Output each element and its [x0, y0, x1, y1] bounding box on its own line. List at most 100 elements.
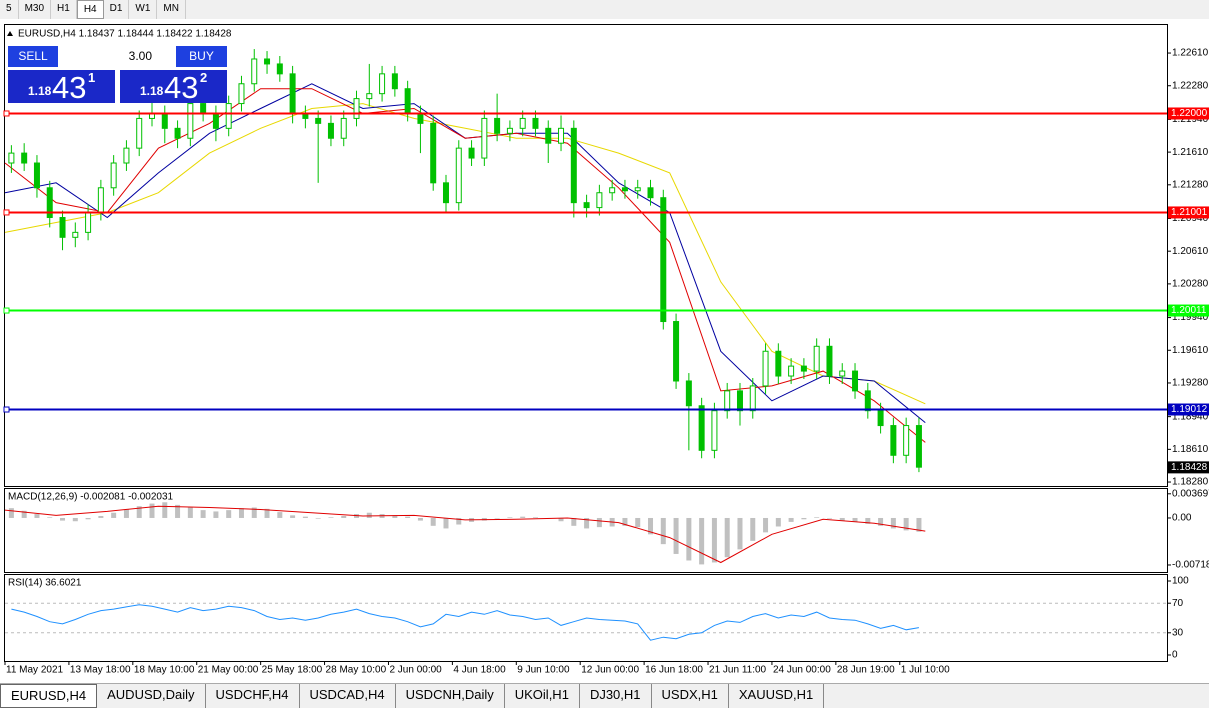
macd-bar: [801, 517, 807, 520]
macd-bar: [763, 517, 769, 533]
panel-title: EURUSD,H4 1.18437 1.18444 1.18422 1.1842…: [18, 29, 232, 40]
x-tick-label: 25 May 18:00: [262, 665, 323, 676]
buy-price[interactable]: 1.18 43 2: [120, 70, 227, 105]
price-pips: 43: [52, 70, 87, 105]
x-tick-label: 11 May 2021: [6, 665, 64, 676]
macd-bar: [277, 512, 283, 518]
candle-body: [97, 187, 104, 214]
chart-tab[interactable]: UKOil,H1: [505, 684, 580, 708]
y-tick-label: 1.19610: [1172, 345, 1209, 356]
level-marker: [3, 110, 10, 117]
rsi-panel: [4, 574, 1168, 662]
x-tick-label: 2 Jun 00:00: [389, 665, 442, 676]
timeframe-button[interactable]: M30: [19, 0, 52, 19]
y-tick-label: 1.18280: [1172, 477, 1209, 488]
candle-body: [21, 152, 28, 164]
background: [0, 19, 1209, 683]
candle-body: [366, 93, 373, 100]
y-tick-label: 0.003697: [1172, 488, 1209, 499]
macd-bar: [328, 517, 334, 518]
macd-bar: [302, 516, 308, 518]
candle-body: [736, 390, 743, 412]
macd-bar: [405, 516, 411, 518]
macd-bar: [865, 517, 871, 524]
chart-tab[interactable]: USDCHF,H4: [206, 684, 300, 708]
y-tick-label: 1.21280: [1172, 179, 1209, 190]
y-tick-label: 1.21610: [1172, 147, 1209, 158]
macd-bar: [456, 517, 462, 525]
trade-panel: SELL 3.00 BUY 1.18 43 1 1.18 43 2: [8, 46, 227, 105]
candle-body: [915, 425, 922, 468]
level-label: 1.20011: [1171, 305, 1207, 316]
level-tag: [1168, 403, 1209, 416]
candle-body: [353, 98, 360, 119]
macd-bar: [175, 504, 181, 518]
panel-title: MACD(12,26,9) -0.002081 -0.002031: [8, 492, 174, 503]
x-tick-label: 12 Jun 00:00: [581, 665, 639, 676]
candle-body: [494, 117, 501, 134]
x-tick-label: 24 Jun 00:00: [773, 665, 831, 676]
candle-body: [251, 58, 258, 85]
candle-body: [711, 410, 718, 451]
candle-body: [877, 410, 884, 427]
main-panel: [4, 24, 1168, 487]
chart-tab[interactable]: DJ30,H1: [580, 684, 652, 708]
candle-body: [609, 187, 616, 194]
y-tick-label: 1.19940: [1172, 312, 1209, 323]
timeframe-button[interactable]: D1: [104, 0, 130, 19]
level-marker: [3, 406, 10, 413]
candle-body: [161, 112, 168, 129]
chart-tab[interactable]: USDCNH,Daily: [396, 684, 505, 708]
candle-body: [315, 117, 322, 124]
lot-size: 3.00: [128, 49, 152, 63]
macd-bar: [72, 517, 78, 522]
timeframe-button[interactable]: H4: [76, 0, 104, 19]
candle-body: [225, 103, 232, 129]
rsi-line: [11, 604, 919, 641]
sell-price[interactable]: 1.18 43 1: [8, 70, 115, 105]
y-tick-label: 1.18940: [1172, 411, 1209, 422]
macd-bar: [149, 503, 155, 518]
macd-bar: [648, 517, 654, 535]
x-tick-label: 9 Jun 10:00: [517, 665, 570, 676]
macd-bar: [200, 510, 206, 518]
y-tick-label: 70: [1172, 598, 1184, 609]
candle-body: [238, 83, 245, 105]
macd-bar: [532, 517, 538, 518]
candle-body: [660, 197, 667, 323]
chart-tab[interactable]: USDCAD,H4: [300, 684, 396, 708]
candle-body: [864, 390, 871, 412]
buy-button[interactable]: BUY: [176, 46, 227, 67]
x-tick-label: 21 May 00:00: [198, 665, 259, 676]
candle-body: [200, 103, 207, 114]
lot-box[interactable]: 3.00: [61, 46, 174, 67]
y-tick-label: 0.00: [1172, 513, 1192, 524]
last-price-tag: [1168, 461, 1209, 474]
macd-bar: [264, 508, 270, 518]
y-tick-label: 1.18610: [1172, 444, 1209, 455]
timeframe-button[interactable]: W1: [129, 0, 158, 19]
chart-tab[interactable]: AUDUSD,Daily: [97, 684, 206, 708]
chart-tab[interactable]: XAUUSD,H1: [729, 684, 825, 708]
candle-body: [685, 380, 692, 407]
macd-bar: [315, 517, 321, 519]
chart-tab[interactable]: EURUSD,H4: [0, 684, 98, 708]
macd-bar: [417, 517, 423, 521]
timeframe-button[interactable]: H1: [51, 0, 77, 19]
candle-body: [72, 231, 79, 238]
macd-bar: [788, 517, 794, 522]
macd-bar: [213, 511, 219, 518]
candle-body: [327, 122, 334, 139]
timeframe-button[interactable]: 5: [0, 0, 19, 19]
candle-body: [647, 187, 654, 199]
sell-button[interactable]: SELL: [8, 46, 58, 67]
candle-body: [417, 112, 424, 124]
candle-body: [136, 117, 143, 149]
timeframe-button[interactable]: MN: [157, 0, 186, 19]
macd-bar: [584, 517, 590, 529]
chart-tab[interactable]: USDX,H1: [652, 684, 729, 708]
last-price-label: 1.18428: [1171, 462, 1208, 473]
macd-bar: [724, 517, 730, 558]
candle-body: [59, 217, 66, 238]
